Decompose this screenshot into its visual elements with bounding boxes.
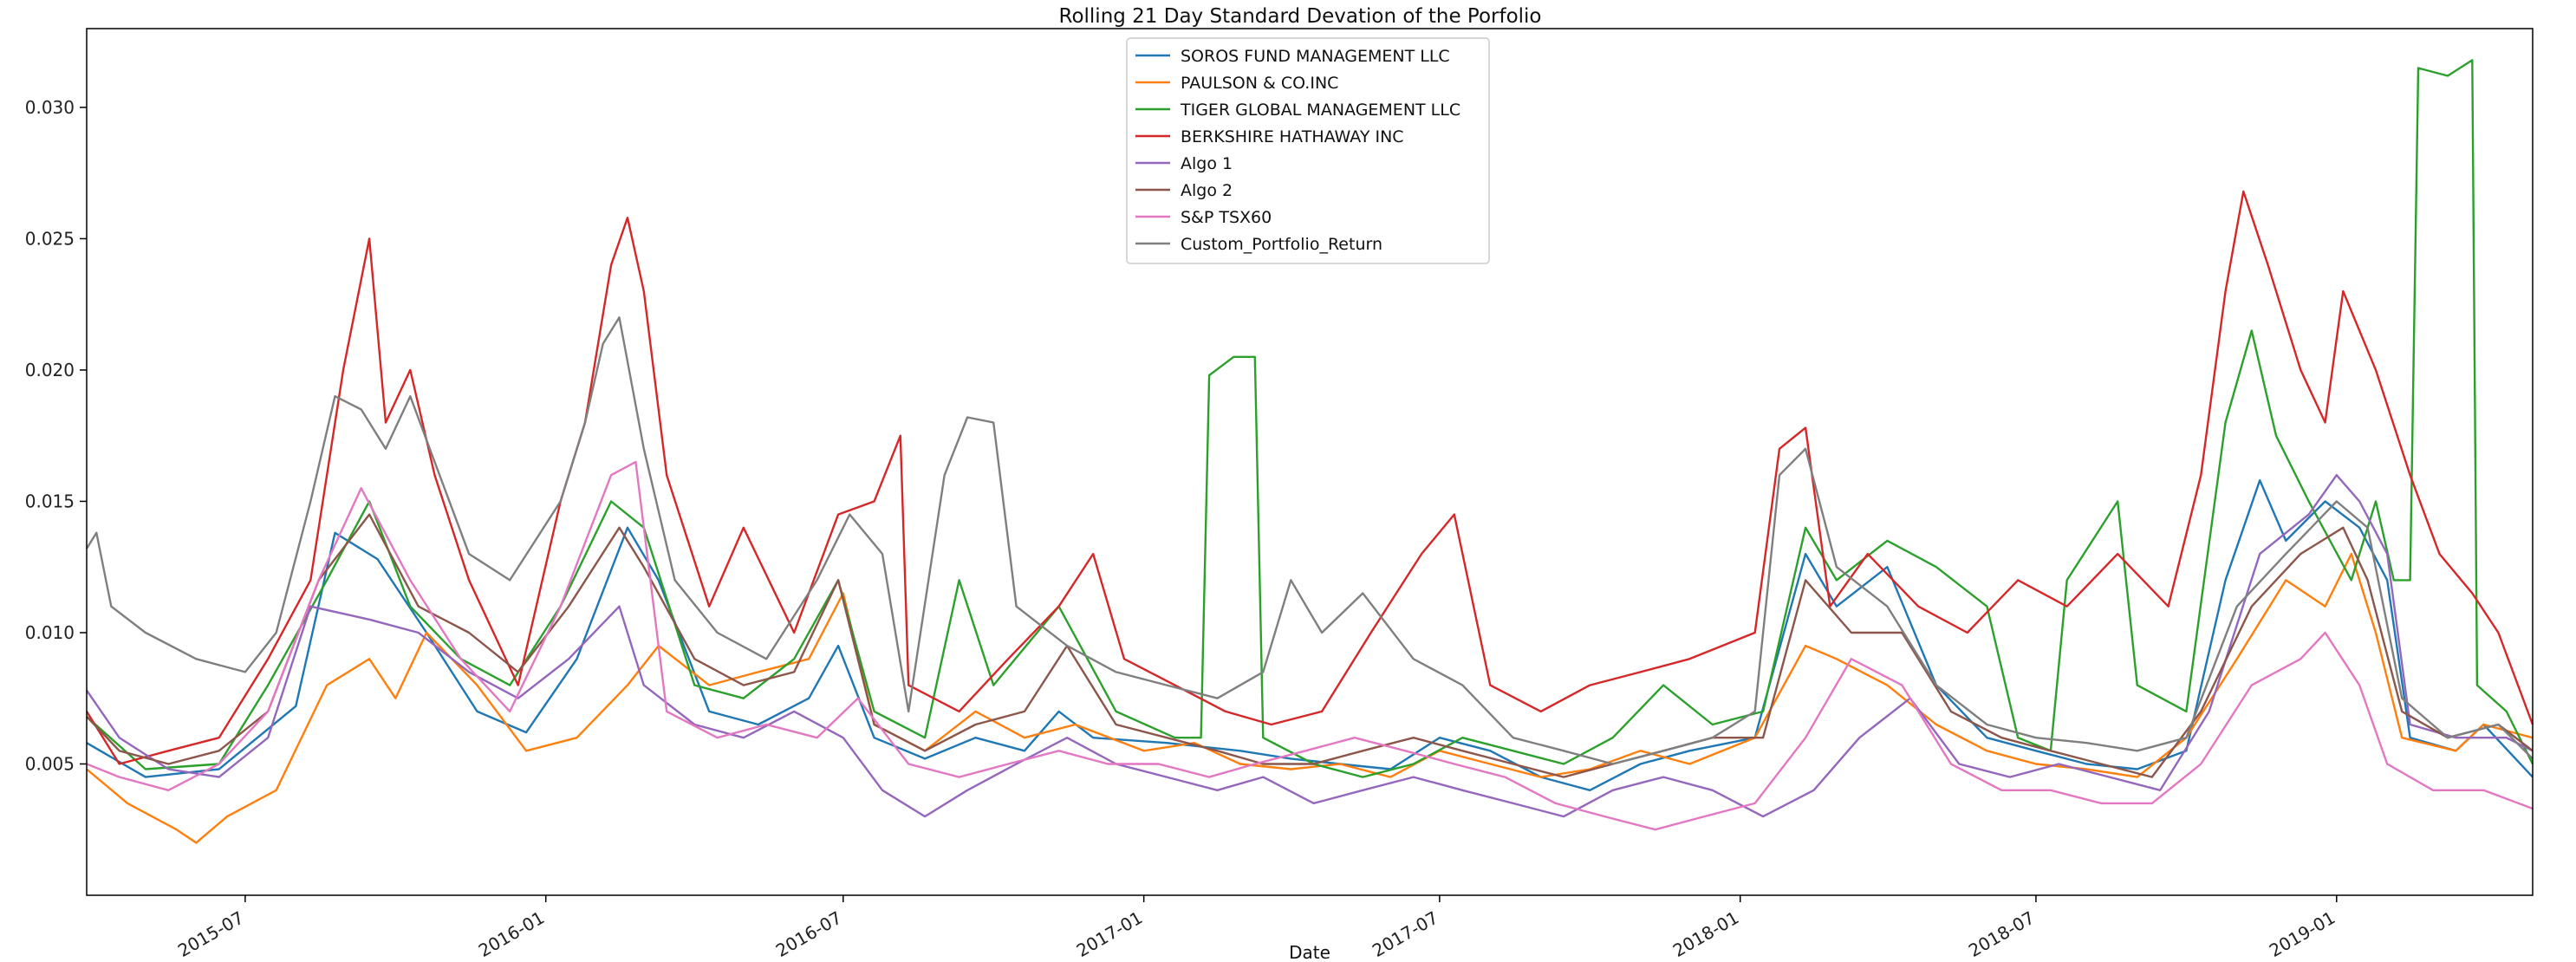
plot-area bbox=[85, 59, 2534, 844]
chart-title: Rolling 21 Day Standard Devation of the … bbox=[1059, 5, 1542, 28]
legend-label-custom-portfolio-return: Custom_Portfolio_Return bbox=[1181, 235, 1382, 254]
y-tick-label: 0.020 bbox=[25, 360, 75, 380]
legend-label-soros-fund-management-llc: SOROS FUND MANAGEMENT LLC bbox=[1181, 47, 1450, 66]
y-tick-label: 0.030 bbox=[25, 97, 75, 118]
legend-label-algo-2: Algo 2 bbox=[1181, 181, 1233, 200]
legend-box bbox=[1126, 37, 1490, 264]
y-tick-label: 0.025 bbox=[25, 228, 75, 249]
series-line-algo-1 bbox=[86, 474, 2534, 818]
y-tick-label: 0.010 bbox=[25, 622, 75, 643]
plot-frame bbox=[86, 28, 2534, 896]
y-tick-label: 0.015 bbox=[25, 491, 75, 511]
series-line-s-p-tsx60 bbox=[86, 460, 2534, 831]
legend-label-tiger-global-management-llc: TIGER GLOBAL MANAGEMENT LLC bbox=[1180, 101, 1460, 120]
legend-label-berkshire-hathaway-inc: BERKSHIRE HATHAWAY INC bbox=[1181, 127, 1404, 146]
series-line-tiger-global-management-llc bbox=[86, 59, 2534, 778]
y-axis: 0.005 0.010 0.015 0.020 0.025 0.030 bbox=[25, 97, 87, 774]
series-line-custom-portfolio-return bbox=[85, 316, 2534, 765]
series-line-algo-2 bbox=[86, 513, 2534, 778]
legend-label-paulson-co-inc: PAULSON & CO.INC bbox=[1181, 74, 1338, 93]
series-line-berkshire-hathaway-inc bbox=[85, 190, 2534, 765]
legend-label-algo-1: Algo 1 bbox=[1181, 154, 1233, 173]
x-axis-label: Date bbox=[1289, 942, 1330, 962]
y-tick-label: 0.005 bbox=[25, 753, 75, 774]
legend-label-s-p-tsx60: S&P TSX60 bbox=[1181, 208, 1272, 227]
legend: SOROS FUND MANAGEMENT LLC PAULSON & CO.IN… bbox=[1126, 37, 1490, 264]
